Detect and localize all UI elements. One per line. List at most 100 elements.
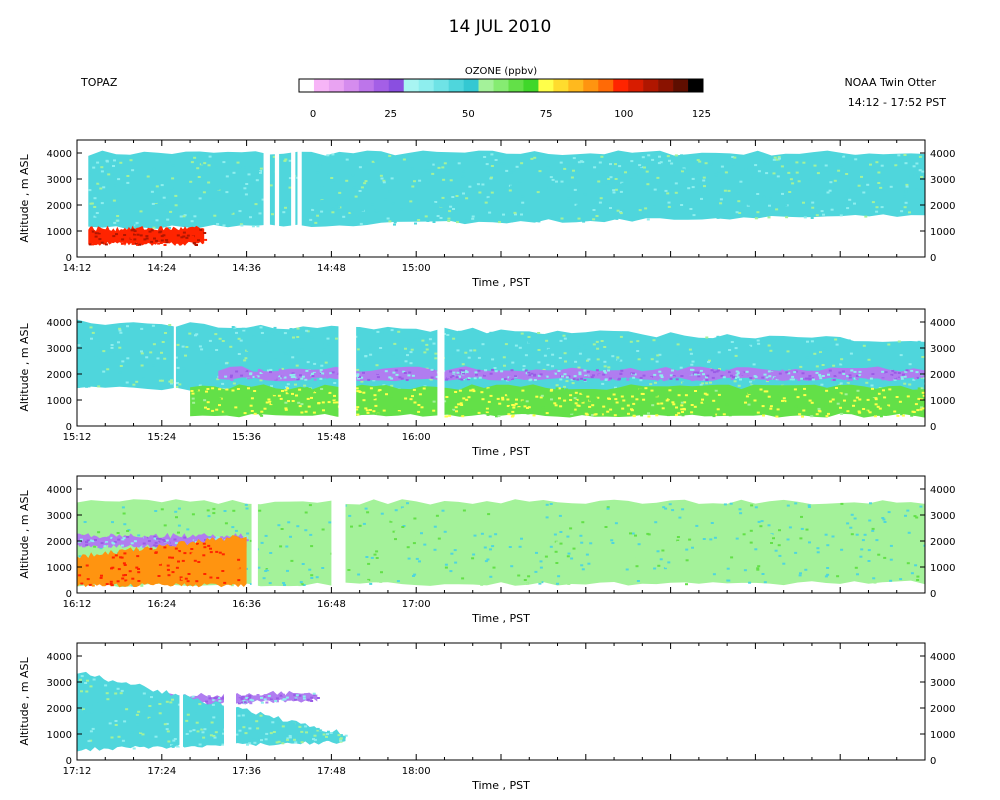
ozone-speckle (649, 383, 653, 386)
ozone-speckle (234, 406, 238, 409)
ozone-speckle (532, 414, 536, 417)
ozone-speckle (746, 375, 750, 378)
ozone-speckle (398, 376, 402, 379)
ozone-speckle (572, 169, 575, 172)
ozone-speckle (90, 337, 93, 340)
ozone-speckle (382, 389, 386, 392)
ozone-speckle (432, 400, 436, 403)
ozone-speckle (483, 156, 487, 158)
ozone-speckle (524, 354, 528, 357)
ozone-speckle (741, 364, 745, 367)
ozone-speckle (300, 741, 304, 744)
ozone-speckle (571, 352, 575, 355)
ozone-speckle (653, 188, 657, 191)
ozone-speckle (650, 358, 654, 361)
ozone-speckle (97, 380, 101, 383)
ozone-speckle (361, 382, 365, 385)
ozone-speckle (622, 574, 626, 577)
ozone-speckle (119, 365, 123, 367)
ozone-speckle (643, 166, 646, 169)
ozone-speckle (260, 332, 264, 334)
ozone-speckle (596, 396, 600, 399)
ozone-speckle (813, 374, 817, 377)
ozone-speckle (596, 347, 600, 350)
ozone-speckle (144, 537, 148, 540)
ozone-speckle (464, 370, 468, 373)
ozone-speckle (703, 185, 706, 188)
ozone-speckle (529, 350, 533, 353)
ozone-speckle (754, 548, 758, 551)
ozone-speckle (166, 730, 170, 733)
ozone-speckle (79, 678, 82, 681)
ozone-speckle (361, 569, 364, 572)
ozone-speckle (305, 731, 308, 734)
ozone-speckle (456, 551, 460, 554)
ozone-speckle (164, 205, 168, 208)
ozone-speckle (310, 396, 313, 399)
ozone-speckle (110, 346, 114, 349)
ozone-speckle (229, 211, 233, 214)
y-axis-label: Altitude , m ASL (18, 656, 31, 745)
ozone-speckle (200, 723, 204, 726)
ozone-speckle (297, 401, 301, 404)
ozone-speckle (685, 373, 689, 376)
ozone-speckle (206, 408, 210, 410)
ozone-speckle (736, 376, 740, 379)
ozone-speckle (196, 537, 200, 539)
ozone-speckle (540, 581, 544, 584)
ozone-speckle (619, 359, 623, 362)
ozone-speckle (309, 412, 313, 415)
ozone-speckle (165, 241, 169, 244)
ozone-speckle (457, 162, 461, 165)
ozone-speckle (872, 176, 876, 179)
ozone-speckle (457, 372, 461, 375)
ozone-speckle (734, 375, 738, 378)
ozone-speckle (691, 186, 695, 189)
ozone-speckle (515, 398, 518, 401)
ozone-speckle (165, 510, 169, 513)
ozone-speckle (747, 539, 751, 541)
ozone-speckle (117, 231, 121, 234)
ozone-speckle (668, 503, 672, 506)
ozone-speckle (875, 210, 879, 213)
ozone-speckle (904, 191, 908, 194)
ozone-speckle (83, 711, 87, 714)
ozone-speckle (898, 341, 902, 344)
ozone-speckle (824, 395, 828, 397)
ozone-speckle (562, 523, 566, 526)
ozone-speckle (463, 376, 467, 378)
ozone-speckle (491, 358, 495, 361)
ozone-speckle (705, 382, 709, 385)
ozone-speckle (133, 230, 137, 233)
x-tick-label: 14:36 (232, 263, 261, 274)
ozone-speckle (85, 690, 89, 693)
ozone-speckle (779, 402, 783, 405)
ozone-speckle (400, 377, 404, 380)
ozone-speckle (122, 574, 126, 577)
ozone-speckle (614, 386, 617, 389)
ozone-speckle (259, 171, 262, 174)
ozone-speckle (166, 712, 170, 715)
ozone-speckle (727, 387, 731, 390)
ozone-speckle (119, 570, 123, 573)
ozone-speckle (620, 369, 624, 372)
ozone-speckle (205, 700, 208, 703)
ozone-speckle (432, 221, 436, 223)
ozone-speckle (330, 177, 334, 179)
ozone-speckle (598, 161, 602, 164)
ozone-speckle (532, 409, 536, 412)
ozone-speckle (215, 407, 219, 410)
ozone-speckle (693, 413, 697, 415)
ozone-speckle (239, 372, 243, 375)
ozone-speckle (208, 538, 211, 541)
ozone-speckle (208, 155, 212, 158)
ozone-speckle (677, 394, 681, 397)
ozone-speckle (906, 395, 910, 398)
ozone-speckle (675, 354, 679, 357)
ozone-speckle (840, 571, 844, 574)
ozone-speckle (282, 582, 286, 584)
ozone-speckle (724, 154, 728, 157)
ozone-speckle (253, 412, 257, 415)
ozone-speckle (471, 388, 475, 391)
ozone-speckle (316, 729, 320, 732)
